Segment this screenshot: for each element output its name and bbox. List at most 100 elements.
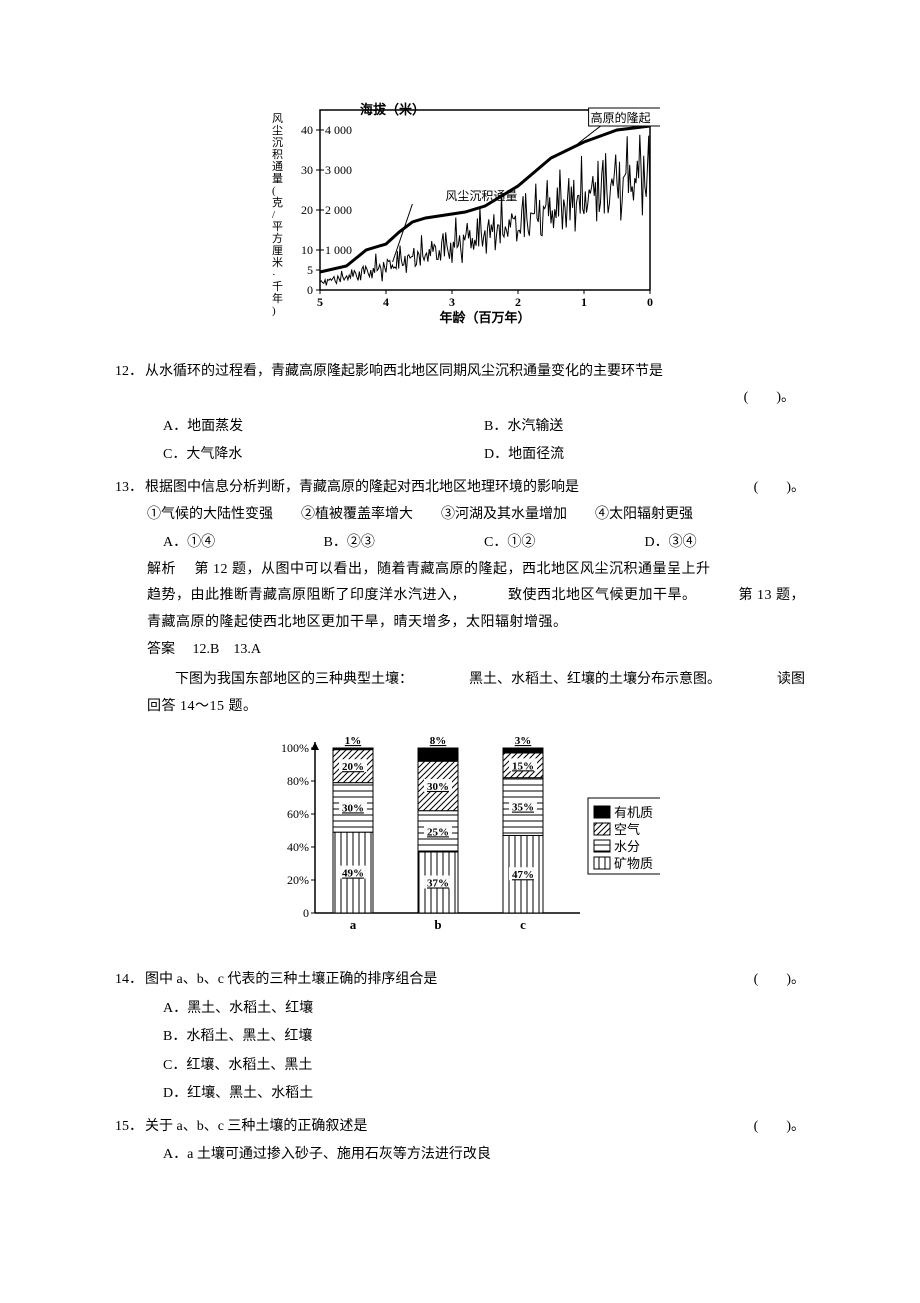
svg-text:1%: 1% xyxy=(345,735,362,747)
svg-text:量: 量 xyxy=(272,172,283,185)
analysis-label: 解析 xyxy=(147,562,176,577)
svg-text:35%: 35% xyxy=(512,802,534,814)
svg-text:5: 5 xyxy=(307,263,313,277)
q14-options: A．黑土、水稻土、红壤 B．水稻土、黑土、红壤 C．红壤、水稻土、黑土 D．红壤… xyxy=(115,996,805,1108)
svg-text:60%: 60% xyxy=(287,807,309,821)
q13-text: 根据图中信息分析判断，青藏高原的隆起对西北地区地理环境的影响是 xyxy=(145,475,579,502)
q13-item-1: ①气候的大陆性变强 xyxy=(147,502,273,529)
svg-text:方: 方 xyxy=(272,231,283,245)
svg-text:2 000: 2 000 xyxy=(325,203,352,217)
question-15: 15． 关于 a、b、c 三种土壤的正确叙述是 ( )。 xyxy=(115,1114,805,1141)
answer-text: 12.B 13.A xyxy=(193,642,261,657)
svg-text:尘: 尘 xyxy=(272,124,283,137)
chart-soil-stacked-bar: 020%40%60%80%100%49%30%20%1%a37%25%30%8%… xyxy=(260,728,660,938)
q13-number: 13． xyxy=(115,475,145,502)
svg-text:3%: 3% xyxy=(515,735,532,747)
svg-text:通: 通 xyxy=(272,160,283,173)
q12-paren: ( )。 xyxy=(115,385,805,412)
svg-text:4 000: 4 000 xyxy=(325,123,352,137)
q12-options-row1: A．地面蒸发 B．水汽输送 xyxy=(115,414,805,441)
svg-text:20: 20 xyxy=(301,203,313,217)
svg-text:风: 风 xyxy=(272,112,283,125)
svg-text:米: 米 xyxy=(272,256,283,269)
svg-text:·: · xyxy=(272,269,276,281)
figure-2: 020%40%60%80%100%49%30%20%1%a37%25%30%8%… xyxy=(115,728,805,949)
answer-label: 答案 xyxy=(147,642,175,657)
svg-text:3 000: 3 000 xyxy=(325,163,352,177)
svg-text:30: 30 xyxy=(301,163,313,177)
svg-text:克: 克 xyxy=(272,196,283,209)
q12-options-row2: C．大气降水 D．地面径流 xyxy=(115,442,805,469)
q14-option-b: B．水稻土、黑土、红壤 xyxy=(163,1024,805,1051)
svg-text:矿物质: 矿物质 xyxy=(614,856,653,871)
svg-text:(: ( xyxy=(272,185,276,197)
svg-text:47%: 47% xyxy=(512,870,534,882)
q13-item-3: ③河湖及其水量增加 xyxy=(441,502,567,529)
svg-text:有机质: 有机质 xyxy=(614,805,653,820)
svg-text:风尘沉积通量: 风尘沉积通量 xyxy=(445,189,517,203)
q14-number: 14． xyxy=(115,967,145,994)
q15-paren: ( )。 xyxy=(754,1114,805,1141)
svg-text:2: 2 xyxy=(515,295,521,309)
svg-text:年: 年 xyxy=(272,291,283,305)
q15-number: 15． xyxy=(115,1114,145,1141)
svg-text:): ) xyxy=(272,305,276,317)
chart-sediment-elevation: 05102030401 0002 0003 0004 000543210风尘沉积… xyxy=(260,100,660,330)
q13-option-c: C．①② xyxy=(484,530,645,557)
svg-text:49%: 49% xyxy=(342,868,364,880)
svg-text:30%: 30% xyxy=(342,803,364,815)
q12-option-c: C．大气降水 xyxy=(163,442,484,469)
q15-text: 关于 a、b、c 三种土壤的正确叙述是 xyxy=(145,1114,367,1141)
q14-paren: ( )。 xyxy=(754,967,805,994)
q13-paren: ( )。 xyxy=(754,475,805,502)
q12-text: 从水循环的过程看，青藏高原隆起影响西北地区同期风尘沉积通量变化的主要环节是 xyxy=(145,359,805,386)
svg-text:20%: 20% xyxy=(287,873,309,887)
svg-text:沉: 沉 xyxy=(272,136,283,149)
q12-option-b: B．水汽输送 xyxy=(484,414,805,441)
q13-option-d: D．③④ xyxy=(645,530,806,557)
svg-text:15%: 15% xyxy=(512,761,534,773)
question-14: 14． 图中 a、b、c 代表的三种土壤正确的排序组合是 ( )。 xyxy=(115,967,805,994)
q15-option-a: A．a 土壤可通过掺入砂子、施用石灰等方法进行改良 xyxy=(163,1142,805,1169)
q13-items: ①气候的大陆性变强 ②植被覆盖率增大 ③河湖及其水量增加 ④太阳辐射更强 xyxy=(115,502,805,529)
svg-text:0: 0 xyxy=(647,295,653,309)
svg-text:1: 1 xyxy=(581,295,587,309)
svg-text:a: a xyxy=(350,917,357,932)
svg-text:3: 3 xyxy=(449,295,455,309)
svg-text:年龄（百万年）: 年龄（百万年） xyxy=(439,310,530,325)
q14-option-c: C．红壤、水稻土、黑土 xyxy=(163,1053,805,1080)
q12-option-a: A．地面蒸发 xyxy=(163,414,484,441)
svg-text:25%: 25% xyxy=(427,827,449,839)
svg-text:1 000: 1 000 xyxy=(325,243,352,257)
q13-item-4: ④太阳辐射更强 xyxy=(595,502,693,529)
svg-text:c: c xyxy=(520,917,526,932)
question-12: 12． 从水循环的过程看，青藏高原隆起影响西北地区同期风尘沉积通量变化的主要环节… xyxy=(115,359,805,386)
svg-text:厘: 厘 xyxy=(272,245,283,257)
svg-text:/: / xyxy=(272,209,276,221)
svg-text:100%: 100% xyxy=(281,741,309,755)
svg-text:空气: 空气 xyxy=(614,822,640,837)
q14-option-d: D．红壤、黑土、水稻土 xyxy=(163,1081,805,1108)
q13-option-a: A．①④ xyxy=(163,530,324,557)
figure-1: 05102030401 0002 0003 0004 000543210风尘沉积… xyxy=(115,100,805,341)
svg-text:5: 5 xyxy=(317,295,323,309)
intro-14-15: 下图为我国东部地区的三种典型土壤： 黑土、水稻土、红壤的土壤分布示意图。 读图 xyxy=(115,667,805,694)
svg-text:30%: 30% xyxy=(427,781,449,793)
svg-text:8%: 8% xyxy=(430,735,447,747)
svg-text:高原的隆起: 高原的隆起 xyxy=(591,110,651,125)
svg-text:20%: 20% xyxy=(342,761,364,773)
svg-text:10: 10 xyxy=(301,243,313,257)
svg-text:平: 平 xyxy=(272,221,283,233)
question-13: 13． 根据图中信息分析判断，青藏高原的隆起对西北地区地理环境的影响是 ( )。 xyxy=(115,475,805,502)
svg-text:海拔（米）: 海拔（米） xyxy=(360,102,425,117)
svg-text:4: 4 xyxy=(383,295,389,309)
svg-text:千: 千 xyxy=(272,280,283,293)
svg-text:0: 0 xyxy=(307,283,313,297)
svg-text:37%: 37% xyxy=(427,878,449,890)
svg-text:b: b xyxy=(434,917,441,932)
q14-text: 图中 a、b、c 代表的三种土壤正确的排序组合是 xyxy=(145,967,437,994)
q13-option-b: B．②③ xyxy=(324,530,485,557)
svg-text:40: 40 xyxy=(301,123,313,137)
svg-text:80%: 80% xyxy=(287,774,309,788)
svg-text:40%: 40% xyxy=(287,840,309,854)
